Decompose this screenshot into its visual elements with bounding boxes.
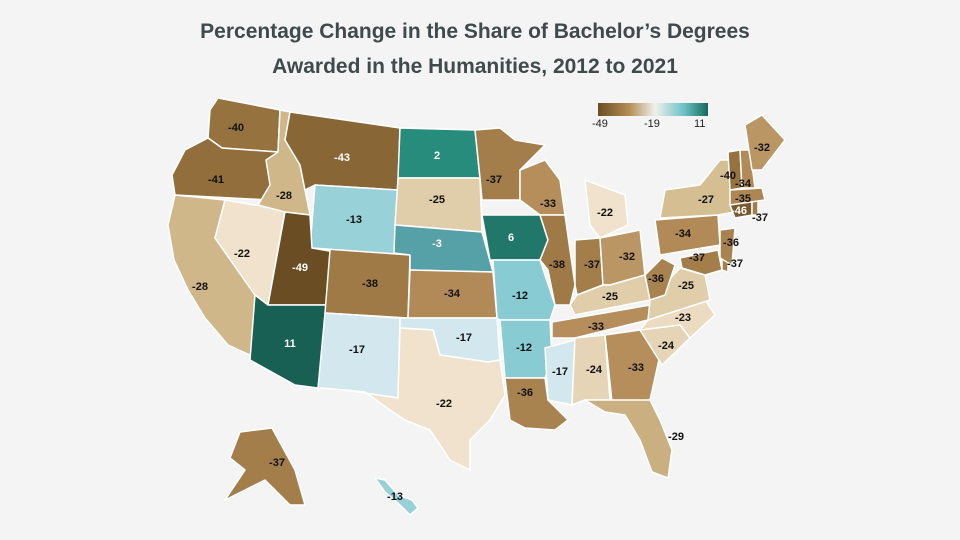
state-mi [584, 179, 629, 239]
state-tn [551, 304, 651, 339]
state-value-label-al: -24 [586, 364, 603, 376]
state-value-label-oh: -32 [619, 251, 635, 263]
state-value-label-ia: 6 [508, 232, 514, 244]
state-value-label-mn: -37 [486, 174, 502, 186]
state-value-label-wv: -36 [648, 273, 664, 285]
state-value-label-la: -36 [517, 387, 533, 399]
state-ga [604, 329, 661, 403]
state-md [679, 249, 723, 276]
state-value-label-nj: -36 [723, 237, 739, 249]
state-tx [344, 327, 506, 471]
state-value-label-ma: -35 [735, 193, 751, 205]
state-value-label-az: 11 [284, 338, 296, 350]
state-value-label-ky: -25 [602, 291, 618, 303]
legend-min-label: -49 [592, 118, 608, 130]
state-value-label-in: -37 [584, 259, 600, 271]
state-value-label-tx: -22 [436, 398, 452, 410]
state-value-label-nh: -34 [735, 178, 752, 190]
state-value-label-co: -38 [362, 278, 378, 290]
state-value-label-ga: -33 [628, 362, 644, 374]
state-la [504, 377, 569, 431]
state-value-label-pa: -34 [675, 228, 692, 240]
state-value-label-va: -25 [678, 280, 694, 292]
title-line-2: Awarded in the Humanities, 2012 to 2021 [272, 55, 678, 78]
legend-max-label: 11 [694, 118, 706, 130]
state-va [647, 267, 711, 321]
state-value-label-fl: -29 [668, 431, 684, 443]
state-value-label-or: -41 [208, 174, 224, 186]
state-wa [207, 97, 281, 153]
title-line-1: Percentage Change in the Share of Bachel… [200, 20, 750, 43]
state-value-label-vt: -40 [720, 170, 736, 182]
state-value-label-de: -37 [727, 258, 743, 270]
state-value-label-mt: -43 [334, 152, 350, 164]
state-value-label-ok: -17 [456, 332, 472, 344]
state-value-label-ne: -3 [432, 238, 442, 250]
state-fl [584, 399, 673, 479]
state-value-label-sd: -25 [429, 194, 445, 206]
state-value-label-ny: -27 [698, 194, 714, 206]
state-value-label-ks: -34 [444, 288, 461, 300]
state-shapes [167, 97, 786, 516]
state-value-label-mo: -12 [512, 290, 528, 302]
state-value-label-il: -38 [549, 259, 565, 271]
state-labels: -40 -41 -28 -22 -28 -43 -13 -49 11 -38 -17 2 -25 -3 -3… [192, 122, 770, 503]
state-value-label-me: -32 [754, 142, 770, 154]
state-value-label-wa: -40 [228, 122, 244, 134]
state-value-label-wi: -33 [540, 198, 556, 210]
state-value-label-ut: -49 [292, 262, 308, 274]
state-value-label-nm: -17 [349, 344, 365, 356]
state-ak [224, 427, 306, 506]
state-value-label-id: -28 [276, 190, 292, 202]
state-ia [481, 214, 549, 261]
state-value-label-nv: -22 [234, 248, 250, 260]
state-value-label-tn: -33 [588, 321, 604, 333]
legend-gradient-bar [598, 103, 708, 116]
state-nj [719, 227, 736, 266]
color-legend: -49 -19 11 [592, 103, 712, 133]
state-value-label-ak: -37 [269, 457, 285, 469]
state-value-label-ct: -46 [731, 205, 747, 217]
state-wv [644, 257, 676, 301]
state-me [744, 114, 786, 171]
state-value-label-nd: 2 [434, 150, 440, 162]
state-value-label-md: -37 [689, 252, 705, 264]
state-value-label-nc: -23 [675, 312, 691, 324]
chart-title: Percentage Change in the Share of Bachel… [0, 14, 950, 84]
state-value-label-wy: -13 [346, 214, 362, 226]
state-il [539, 214, 576, 306]
state-value-label-hi: -13 [387, 491, 403, 503]
state-value-label-ca: -28 [192, 281, 208, 293]
state-value-label-ms: -17 [552, 366, 568, 378]
state-hi [374, 477, 419, 516]
state-value-label-ri: -37 [752, 212, 768, 224]
state-value-label-ar: -12 [516, 342, 532, 354]
state-value-label-sc: -24 [658, 340, 675, 352]
legend-mid-label: -19 [644, 118, 660, 130]
state-value-label-mi: -22 [597, 207, 613, 219]
